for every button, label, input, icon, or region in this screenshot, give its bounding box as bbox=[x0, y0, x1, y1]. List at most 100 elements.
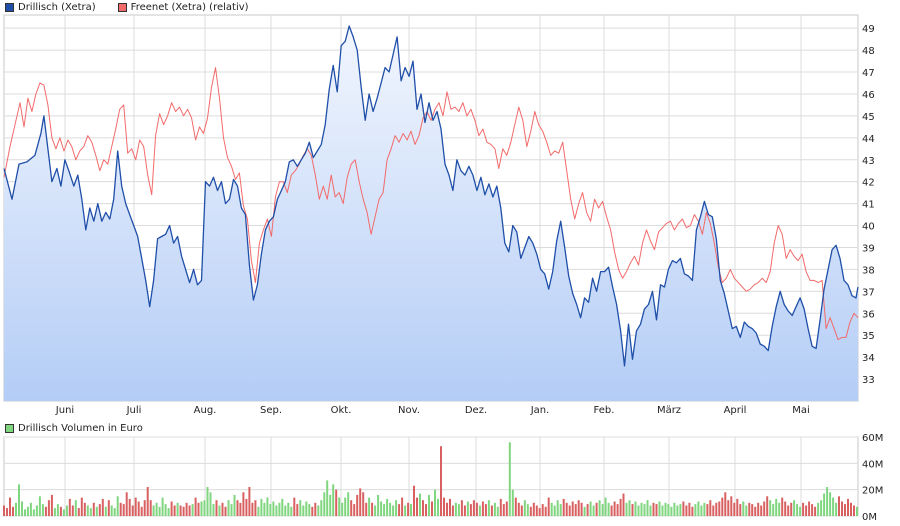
volume-bar bbox=[176, 502, 179, 516]
volume-bar bbox=[65, 505, 68, 516]
volume-bar bbox=[772, 504, 775, 516]
volume-bar bbox=[748, 502, 751, 516]
volume-bar bbox=[562, 498, 565, 516]
volume-bar bbox=[284, 505, 287, 516]
volume-bar bbox=[344, 497, 347, 516]
volume-bar bbox=[538, 508, 541, 516]
volume-bar bbox=[203, 500, 206, 516]
volume-bar bbox=[15, 502, 17, 516]
volume-bar bbox=[185, 502, 188, 516]
volume-bar bbox=[544, 506, 547, 516]
volume-bar bbox=[466, 501, 469, 516]
volume-bar bbox=[571, 501, 574, 516]
volume-bar bbox=[529, 506, 532, 516]
volume-bar bbox=[463, 505, 466, 516]
volume-bar bbox=[679, 504, 682, 516]
volume-bar bbox=[784, 501, 787, 516]
volume-bar bbox=[802, 502, 805, 516]
volume-bar bbox=[239, 502, 242, 516]
volume-bar bbox=[236, 500, 239, 516]
volume-bar bbox=[170, 501, 173, 516]
volume-bar bbox=[502, 504, 505, 516]
volume-legend: Drillisch Volumen in Euro bbox=[5, 421, 165, 435]
volume-bar bbox=[598, 500, 601, 516]
volume-bar bbox=[95, 506, 98, 516]
legend-item-drillisch[interactable]: Drillisch (Xetra) bbox=[5, 2, 96, 13]
volume-tick-label: 0M bbox=[862, 512, 877, 523]
volume-bar bbox=[368, 497, 371, 516]
volume-bar bbox=[622, 493, 625, 516]
volume-bar bbox=[263, 502, 266, 516]
x-tick-label: Aug. bbox=[194, 405, 217, 416]
volume-bar bbox=[508, 442, 511, 516]
y-tick-label: 42 bbox=[862, 178, 875, 189]
volume-bar bbox=[493, 502, 496, 516]
volume-bar bbox=[565, 502, 568, 516]
volume-bar bbox=[371, 502, 374, 516]
volume-bar bbox=[182, 506, 185, 516]
volume-bar bbox=[688, 502, 691, 516]
volume-bar bbox=[128, 498, 131, 516]
volume-bar bbox=[311, 506, 314, 516]
volume-bar bbox=[673, 502, 676, 516]
volume-bar bbox=[844, 504, 846, 516]
volume-bar bbox=[356, 494, 359, 516]
y-tick-label: 39 bbox=[862, 243, 875, 254]
volume-bar bbox=[278, 502, 281, 516]
volume-bar bbox=[691, 506, 694, 516]
volume-bar bbox=[152, 505, 155, 516]
volume-bar bbox=[727, 500, 730, 516]
volume-bar bbox=[404, 505, 407, 516]
volume-bar bbox=[730, 496, 733, 517]
volume-bar bbox=[18, 484, 20, 516]
volume-bar bbox=[577, 500, 580, 516]
volume-bar bbox=[305, 501, 308, 516]
volume-bar bbox=[568, 505, 571, 516]
volume-bar bbox=[631, 504, 634, 516]
volume-bar bbox=[514, 497, 517, 516]
volume-bar bbox=[6, 508, 8, 516]
volume-bar bbox=[41, 504, 44, 516]
volume-bar bbox=[290, 506, 293, 516]
x-tick-label: Juli bbox=[126, 405, 142, 416]
volume-bar bbox=[583, 506, 586, 516]
legend-item-freenet[interactable]: Freenet (Xetra) (relativ) bbox=[117, 2, 249, 13]
volume-bar bbox=[550, 502, 553, 516]
volume-bar bbox=[574, 504, 577, 516]
volume-bar bbox=[469, 504, 472, 516]
volume-bar bbox=[98, 504, 101, 516]
volume-bar bbox=[200, 501, 203, 516]
volume-bar bbox=[377, 494, 380, 516]
volume-bar bbox=[161, 497, 164, 516]
volume-bar bbox=[383, 504, 386, 516]
volume-bar bbox=[520, 505, 523, 516]
volume-bar bbox=[89, 508, 92, 516]
y-tick-label: 41 bbox=[862, 200, 875, 211]
volume-bar bbox=[53, 508, 56, 516]
volume-bar bbox=[71, 505, 74, 516]
volume-tick-label: 60M bbox=[862, 433, 883, 444]
volume-bar bbox=[125, 492, 128, 516]
volume-bar bbox=[3, 505, 5, 516]
volume-bar bbox=[607, 502, 610, 516]
volume-bar bbox=[74, 500, 77, 516]
volume-bar bbox=[706, 504, 709, 516]
x-tick-label: Sep. bbox=[260, 405, 282, 416]
volume-bar bbox=[131, 505, 134, 516]
volume-bar bbox=[814, 506, 817, 516]
volume-bar bbox=[664, 502, 667, 516]
volume-bar bbox=[715, 502, 718, 516]
volume-bar bbox=[829, 492, 832, 516]
volume-bar bbox=[329, 494, 332, 516]
legend-item-volume[interactable]: Drillisch Volumen in Euro bbox=[5, 423, 143, 434]
volume-bar bbox=[553, 505, 556, 516]
volume-bar bbox=[808, 501, 811, 516]
volume-bar bbox=[425, 504, 427, 516]
volume-bar bbox=[206, 487, 209, 516]
drillisch-line bbox=[3, 25, 859, 367]
volume-bar bbox=[799, 506, 802, 516]
volume-bar bbox=[475, 502, 478, 516]
volume-bar bbox=[392, 505, 395, 516]
volume-bar bbox=[697, 501, 700, 516]
volume-bar bbox=[398, 504, 401, 516]
